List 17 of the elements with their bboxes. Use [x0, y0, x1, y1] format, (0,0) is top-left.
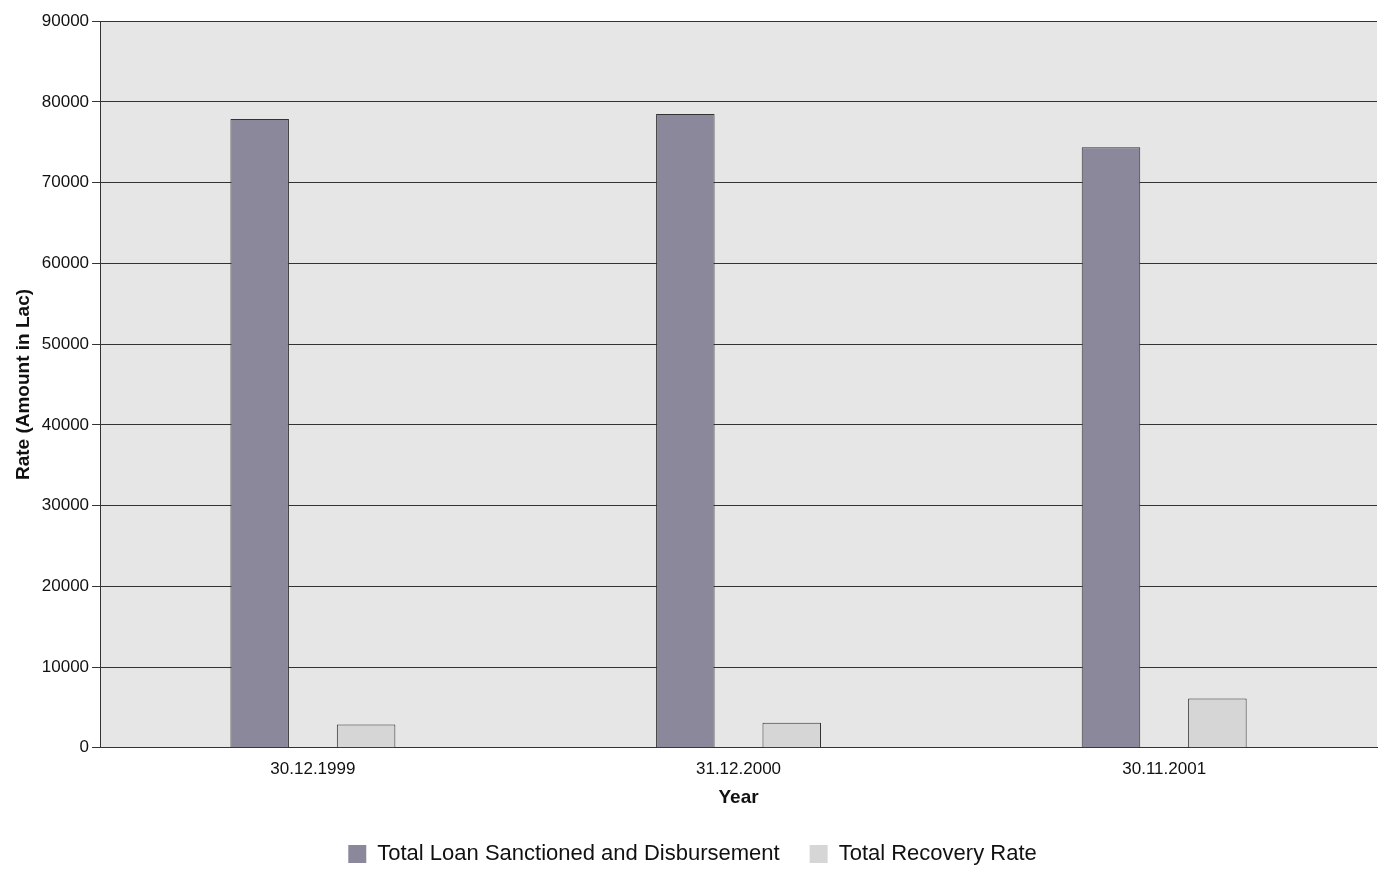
x-tick-label: 31.12.2000 — [695, 758, 782, 778]
x-axis-title: Year — [718, 785, 760, 807]
y-axis-title: Rate (Amount in Lac) — [11, 288, 33, 481]
y-tick-label: 80000 — [41, 91, 90, 111]
y-tick-label: 0 — [79, 737, 90, 757]
legend-label: Total Recovery Rate — [838, 840, 1037, 866]
y-tick-label: 90000 — [41, 10, 90, 30]
y-tick-label: 10000 — [41, 656, 90, 676]
y-tick-label: 70000 — [41, 172, 90, 192]
y-tick-label: 20000 — [41, 576, 90, 596]
y-tick-label: 40000 — [41, 414, 90, 434]
x-tick-label: 30.12.1999 — [270, 758, 356, 778]
legend-label: Total Loan Sanctioned and Disbursement — [377, 840, 780, 866]
y-tick-label: 30000 — [41, 495, 90, 515]
x-tick-label: 30.11.2001 — [1122, 758, 1207, 778]
y-tick-label: 60000 — [41, 253, 90, 273]
y-tick-label: 50000 — [41, 333, 90, 353]
